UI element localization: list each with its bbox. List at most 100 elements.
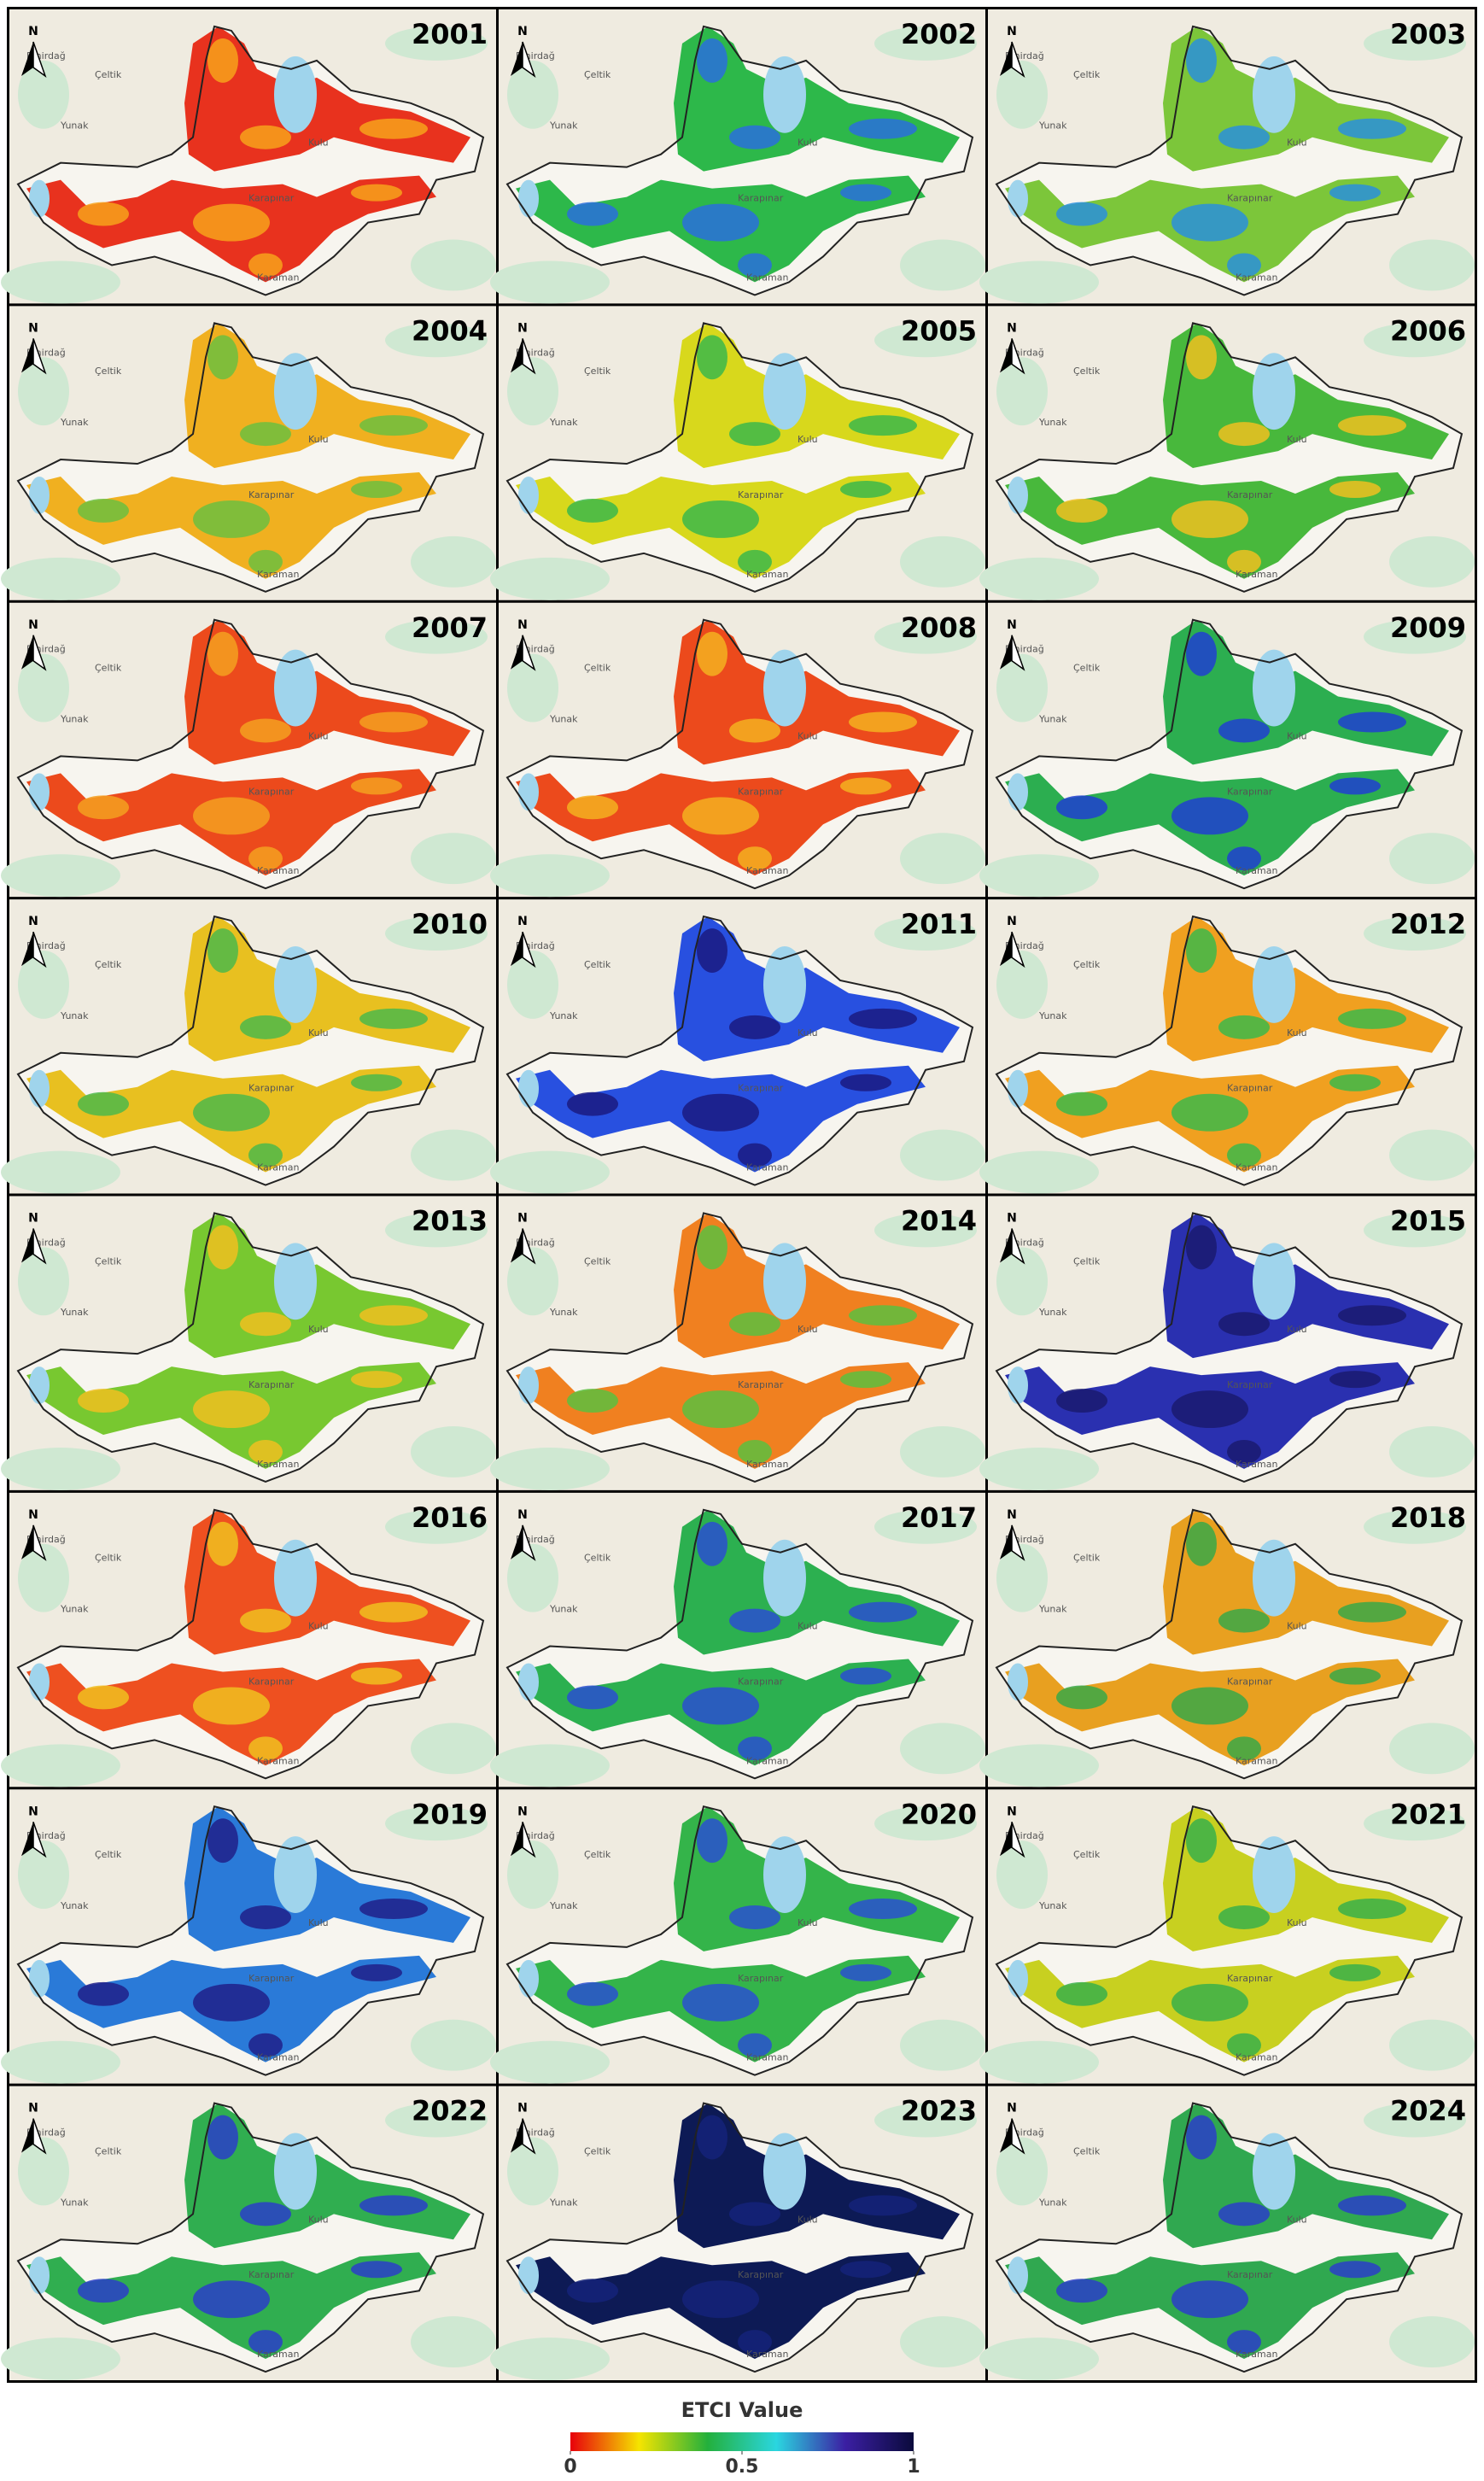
lake <box>518 477 539 514</box>
place-label: Yunak <box>60 2197 89 2208</box>
north-arrow <box>511 338 523 373</box>
etci-patch <box>207 631 238 676</box>
etci-patch <box>248 1439 283 1464</box>
forest-patch <box>1 260 120 304</box>
place-label: Çeltik <box>584 69 611 80</box>
region-outline <box>16 618 485 890</box>
etci-patch <box>849 2195 917 2216</box>
etci-patch <box>351 777 402 795</box>
north-label: N <box>1007 25 1017 38</box>
lake <box>29 1959 50 1998</box>
etci-patch <box>840 777 891 795</box>
forest-patch <box>411 2019 496 2071</box>
etci-patch <box>78 498 129 523</box>
place-label: Kulu <box>308 1027 329 1039</box>
etci-patch <box>1218 2202 1270 2226</box>
forest-patch <box>874 323 977 358</box>
etci-patch <box>1218 1905 1270 1929</box>
lake <box>29 477 50 514</box>
etci-patch <box>840 1667 891 1685</box>
north-arrow <box>32 931 47 968</box>
north-arrow <box>21 2118 33 2153</box>
year-label: 2021 <box>1390 1798 1466 1830</box>
etci-patch <box>1218 125 1270 149</box>
place-label: Çeltik <box>95 663 122 674</box>
etci-patch <box>1227 253 1261 278</box>
place-label: Yunak <box>549 2197 578 2208</box>
north-label: N <box>28 915 38 928</box>
place-label: Karaman <box>257 272 299 283</box>
etci-patch <box>1186 1818 1217 1864</box>
etci-patch <box>1171 1687 1248 1725</box>
etci-patch <box>682 2280 759 2319</box>
place-label: Çeltik <box>1073 959 1101 970</box>
north-arrow <box>32 1228 47 1265</box>
lake <box>1253 649 1295 727</box>
north-arrow <box>511 1228 523 1263</box>
forest-patch <box>507 2137 558 2206</box>
lake <box>274 56 317 133</box>
etci-patch <box>840 481 891 498</box>
etci-patch <box>697 1521 727 1566</box>
place-label: Çeltik <box>1073 1553 1101 1564</box>
lake <box>274 1539 317 1617</box>
place-label: Karaman <box>257 2052 299 2063</box>
forest-patch <box>874 1213 977 1248</box>
north-label: N <box>517 1508 528 1522</box>
etci-patch <box>729 1608 780 1633</box>
forest-patch <box>900 1426 985 1477</box>
place-label: Kulu <box>1287 730 1307 741</box>
forest-patch <box>996 951 1048 1019</box>
etci-patch <box>1338 415 1406 436</box>
etci-patch <box>207 1818 238 1864</box>
etci-patch <box>1056 795 1107 820</box>
forest-patch <box>1389 2019 1475 2071</box>
place-label: Çeltik <box>95 366 122 377</box>
etci-patch <box>849 711 917 733</box>
lake <box>763 56 806 133</box>
forest-patch <box>996 60 1048 129</box>
north-label: N <box>28 618 38 632</box>
year-label: 2020 <box>901 1798 977 1830</box>
lake <box>29 2256 50 2295</box>
place-label: Kulu <box>308 1917 329 1928</box>
north-label: N <box>28 1805 38 1818</box>
forest-patch <box>900 1129 985 1181</box>
region-outline <box>995 618 1464 890</box>
forest-patch <box>411 1129 496 1181</box>
place-label: Karapınar <box>248 1973 295 1984</box>
etci-patch <box>207 1521 238 1566</box>
etci-patch <box>1186 2115 1217 2160</box>
etci-patch <box>351 184 402 202</box>
region-outline <box>995 1508 1464 1780</box>
lake <box>763 1243 806 1320</box>
forest-patch <box>507 1840 558 1909</box>
etci-patch <box>1218 1608 1270 1633</box>
etci-patch <box>729 1905 780 1929</box>
north-arrow <box>522 1822 536 1858</box>
place-label: Çeltik <box>584 2145 611 2156</box>
forest-patch <box>900 1723 985 1775</box>
place-label: Karapınar <box>1227 786 1273 797</box>
lake <box>518 1959 539 1998</box>
lake <box>1253 353 1295 430</box>
place-label: Karapınar <box>738 193 784 204</box>
forest-patch <box>996 653 1048 723</box>
lake <box>274 1243 317 1320</box>
north-arrow <box>21 338 33 373</box>
etci-patch <box>207 928 238 973</box>
region-outline <box>16 322 485 593</box>
region-outline <box>505 618 974 890</box>
etci-patch <box>1338 1305 1406 1326</box>
forest-patch <box>1 854 120 898</box>
